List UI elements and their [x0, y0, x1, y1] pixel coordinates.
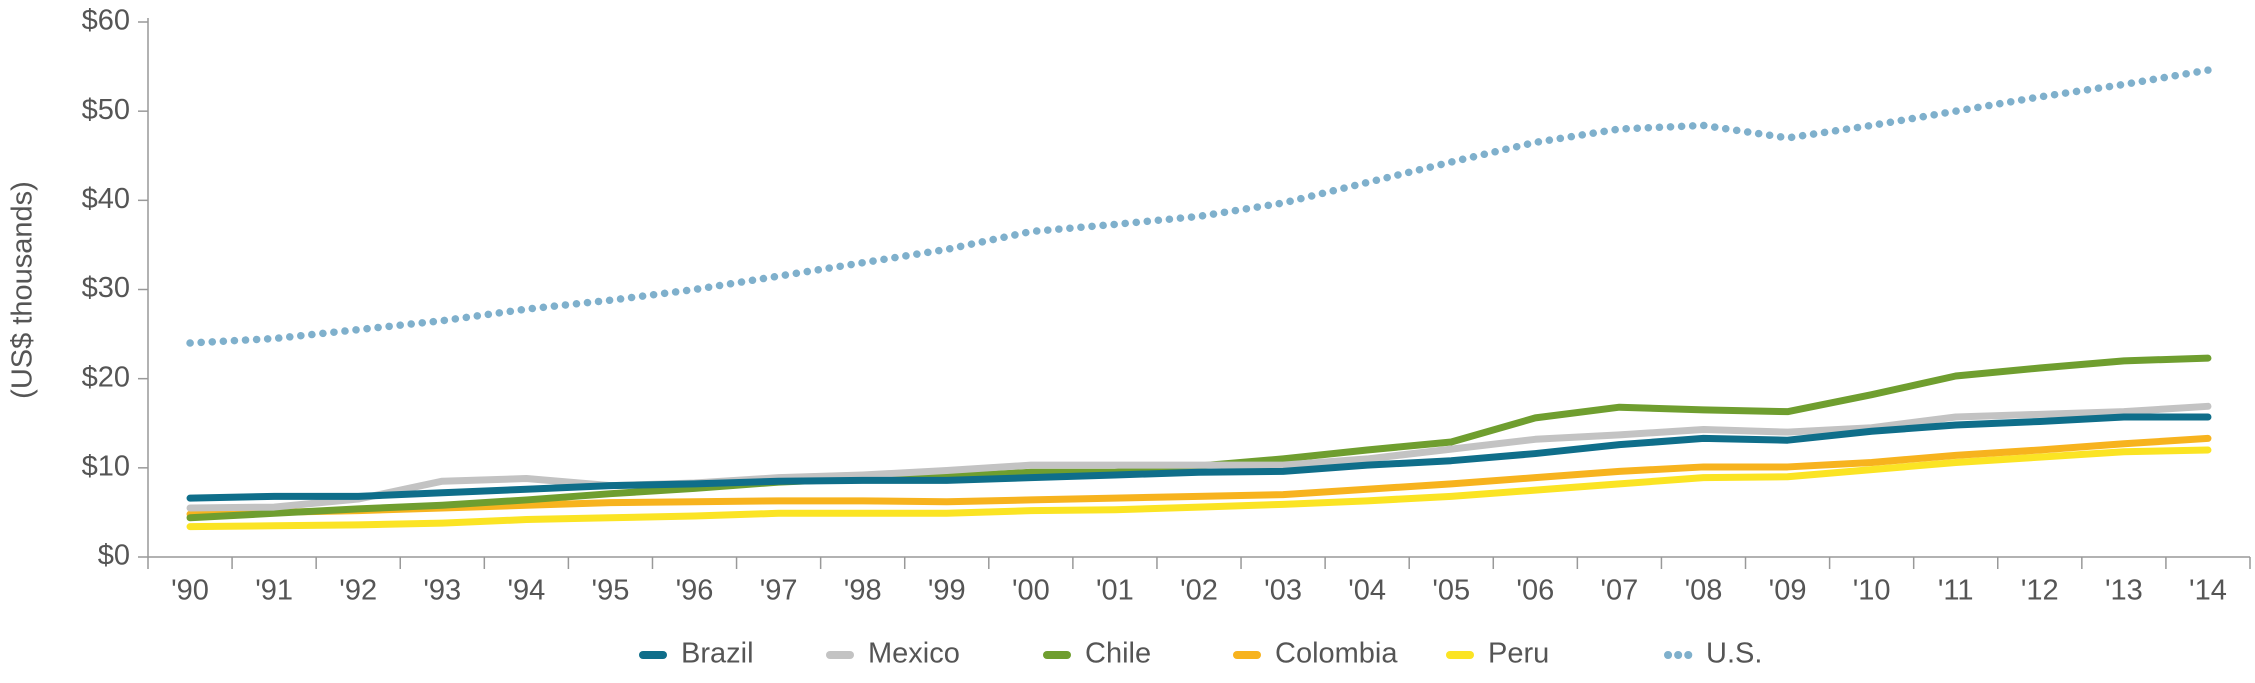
x-tick-label: '14 — [2189, 575, 2227, 607]
x-tick-label: '12 — [2021, 575, 2059, 607]
y-tick-label: $10 — [82, 450, 130, 482]
x-tick-label: '13 — [2105, 575, 2143, 607]
line-series — [186, 434, 2212, 518]
y-axis-title: (US$ thousands) — [7, 181, 39, 399]
x-tick-label: '92 — [339, 575, 377, 607]
x-tick-label: '07 — [1601, 575, 1639, 607]
x-tick-label: '96 — [676, 575, 714, 607]
x-tick-label: '90 — [171, 575, 209, 607]
line-series — [186, 413, 2212, 502]
y-tick-label: $20 — [82, 361, 130, 393]
x-tick-label: '08 — [1685, 575, 1723, 607]
x-tick-label: '94 — [507, 575, 545, 607]
legend-label: Brazil — [681, 638, 754, 670]
y-tick-label: $60 — [82, 5, 130, 37]
x-tick-label: '99 — [928, 575, 966, 607]
x-tick-label: '00 — [1012, 575, 1050, 607]
x-tick-label: '05 — [1432, 575, 1470, 607]
x-tick-label: '06 — [1516, 575, 1554, 607]
legend-label: Colombia — [1275, 638, 1398, 670]
y-tick-label: $30 — [82, 272, 130, 304]
legend-label: Chile — [1085, 638, 1151, 670]
x-tick-label: '11 — [1938, 575, 1974, 607]
legend-label: U.S. — [1706, 638, 1762, 670]
x-tick-label: '93 — [423, 575, 461, 607]
x-tick-label: '97 — [760, 575, 798, 607]
y-tick-label: $50 — [82, 94, 130, 126]
y-tick-label: $40 — [82, 183, 130, 215]
legend-label: Peru — [1488, 638, 1549, 670]
x-tick-label: '03 — [1264, 575, 1302, 607]
line-series — [186, 446, 2212, 531]
line-series — [186, 402, 2212, 512]
x-tick-label: '95 — [592, 575, 630, 607]
x-tick-label: '01 — [1096, 575, 1134, 607]
x-tick-label: '91 — [255, 575, 293, 607]
x-tick-label: '09 — [1769, 575, 1807, 607]
x-tick-label: '02 — [1180, 575, 1218, 607]
line-series — [186, 66, 2212, 347]
x-tick-label: '10 — [1853, 575, 1891, 607]
y-tick-label: $0 — [98, 540, 130, 572]
x-tick-label: '04 — [1348, 575, 1386, 607]
x-tick-label: '98 — [844, 575, 882, 607]
legend-label: Mexico — [868, 638, 960, 670]
